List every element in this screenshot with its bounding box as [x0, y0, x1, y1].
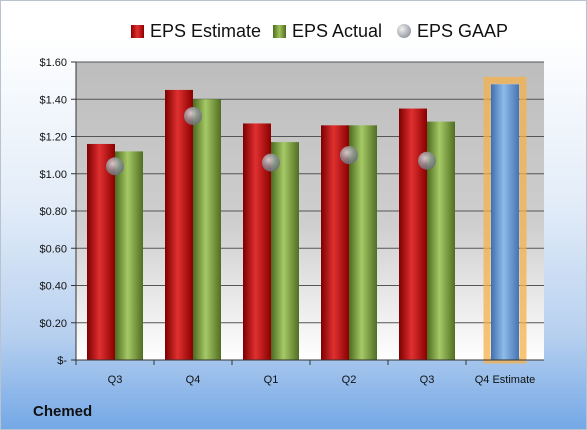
y-tick-label: $0.20: [39, 318, 67, 330]
point-eps-gaap: [106, 157, 124, 176]
legend: EPS Estimate EPS Actual EPS GAAP: [1, 19, 586, 43]
bar-eps-estimate: [87, 143, 115, 360]
y-tick-label: $1.40: [39, 94, 67, 106]
bar-eps-actual: [193, 99, 221, 360]
y-tick-label: $-: [57, 355, 67, 367]
point-eps-gaap: [340, 146, 358, 165]
y-tick-label: $0.80: [39, 206, 67, 218]
legend-item-actual: EPS Actual: [273, 19, 382, 43]
legend-label-estimate: EPS Estimate: [150, 20, 262, 41]
y-tick-label: $1.60: [39, 57, 67, 69]
bar-eps-actual: [271, 142, 299, 360]
x-tick-label: Q3: [420, 374, 435, 386]
x-tick-label: Q1: [264, 374, 279, 386]
legend-swatch-gaap: [397, 24, 411, 38]
y-tick-label: $1.20: [39, 132, 67, 144]
x-tick-label: Q3: [108, 374, 123, 386]
legend-label-gaap: EPS GAAP: [417, 20, 509, 41]
legend-item-gaap: EPS GAAP: [397, 19, 508, 43]
x-tick-label: Q4: [186, 374, 201, 386]
bar-q4-estimate: [491, 84, 519, 360]
legend-swatch-actual: [273, 24, 286, 38]
bar-eps-estimate: [165, 89, 193, 360]
point-eps-gaap: [184, 107, 202, 126]
bar-eps-estimate: [399, 108, 427, 360]
x-tick-label: Q2: [342, 374, 357, 386]
bar-eps-actual: [115, 151, 143, 360]
legend-swatch-estimate: [131, 24, 144, 38]
point-eps-gaap: [418, 151, 436, 170]
legend-item-estimate: EPS Estimate: [131, 19, 261, 43]
y-tick-label: $0.60: [39, 243, 67, 255]
company-name: Chemed: [33, 403, 93, 420]
legend-label-actual: EPS Actual: [292, 20, 383, 41]
y-tick-label: $1.00: [39, 169, 67, 181]
bar-eps-estimate: [321, 125, 349, 360]
x-tick-label: Q4 Estimate: [475, 374, 536, 386]
point-eps-gaap: [262, 153, 280, 172]
bar-eps-actual: [349, 125, 377, 360]
y-tick-label: $0.40: [39, 281, 67, 293]
